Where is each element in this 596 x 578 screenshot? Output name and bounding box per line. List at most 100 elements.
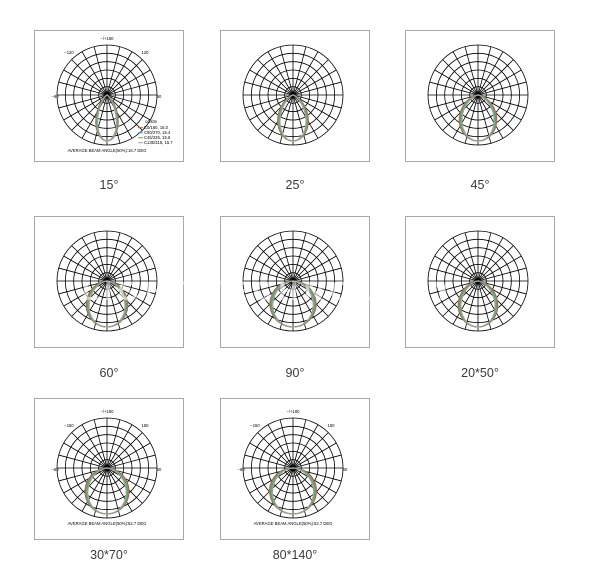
- grid-spoke: [279, 467, 294, 517]
- grid-spoke: [452, 94, 479, 139]
- grid-spoke: [477, 280, 492, 330]
- grid-spoke: [244, 454, 294, 469]
- grid-spoke: [244, 267, 294, 282]
- polar-frame: [34, 216, 184, 348]
- grid-spoke: [292, 59, 329, 96]
- grid-spoke: [257, 59, 294, 96]
- polar-grid: [56, 417, 158, 519]
- tick-label: 120: [142, 50, 150, 55]
- grid-spoke: [477, 245, 514, 282]
- polar-frame: −/+180 −150 150 −60 60 AVERAGE BEAM ANGLE(50%…: [34, 398, 184, 540]
- grid-spoke: [106, 94, 151, 121]
- grid-spoke: [477, 237, 504, 282]
- beam-curve-c135: [96, 94, 118, 142]
- grid-spoke: [106, 59, 143, 96]
- grid-spoke: [93, 467, 108, 517]
- grid-spoke: [93, 94, 108, 144]
- polar-grid: [242, 417, 344, 519]
- grid-spoke: [63, 280, 108, 307]
- grid-spoke: [292, 255, 337, 282]
- average-beam-angle-text: AVERAGE BEAM ANGLE(50%):15.7 DEG: [68, 148, 147, 153]
- polar-grid: [427, 230, 529, 332]
- grid-spoke: [249, 280, 294, 307]
- beam-curve-c135: [272, 280, 314, 328]
- tick-label-top: −/+180: [286, 409, 300, 414]
- grid-spoke: [244, 81, 294, 96]
- grid-spoke: [477, 69, 522, 96]
- polar-chart: [221, 31, 369, 161]
- grid-spoke: [81, 467, 108, 512]
- grid-spoke: [267, 424, 294, 469]
- grid-spoke: [292, 69, 337, 96]
- grid-spoke: [292, 237, 319, 282]
- grid-spoke: [267, 51, 294, 96]
- grid-spoke: [71, 245, 108, 282]
- grid-spoke: [429, 94, 479, 109]
- grid-spoke: [464, 46, 479, 96]
- grid-spoke: [442, 245, 479, 282]
- grid-spoke: [292, 94, 342, 109]
- grid-spoke: [292, 280, 337, 307]
- grid-spoke: [106, 432, 143, 469]
- beam-curve-c135: [87, 467, 127, 515]
- grid-spoke: [279, 46, 294, 96]
- grid-spoke: [477, 46, 492, 96]
- grid-spoke: [279, 232, 294, 282]
- legend-title: cd/klm: [145, 119, 158, 124]
- grid-spoke: [106, 94, 133, 139]
- polar-chart: [406, 31, 554, 161]
- grid-spoke: [429, 81, 479, 96]
- grid-spoke: [58, 81, 108, 96]
- polar-frame: −/+180 −150 150 −60 60 AVERAGE BEAM ANGLE(50%…: [220, 398, 370, 540]
- grid-spoke: [292, 454, 342, 469]
- grid-spoke: [477, 255, 522, 282]
- grid-spoke: [442, 59, 479, 96]
- polar-frame: [220, 216, 370, 348]
- grid-spoke: [477, 94, 527, 109]
- caption: 90°: [285, 366, 305, 380]
- tick-label: 60: [343, 467, 348, 472]
- tick-label: 60: [157, 467, 162, 472]
- grid-spoke: [249, 69, 294, 96]
- polar-grid: [242, 230, 344, 332]
- beam-curve-c135: [461, 94, 495, 142]
- tick-label-top: −/+180: [100, 36, 114, 41]
- grid-spoke: [267, 467, 294, 512]
- tick-label: 150: [328, 423, 336, 428]
- grid-spoke: [58, 94, 108, 109]
- beam-curve-c135: [279, 94, 307, 142]
- grid-spoke: [106, 94, 121, 144]
- polar-frame: −/+180 −120 120 −90 90 cd/klm C0/180, 15.0 C90/…: [34, 30, 184, 162]
- grid-spoke: [292, 46, 307, 96]
- beam-curve-c135: [88, 280, 126, 328]
- grid-spoke: [257, 432, 294, 469]
- grid-spoke: [106, 467, 133, 512]
- caption: 25°: [285, 178, 305, 192]
- grid-spoke: [106, 232, 121, 282]
- grid-spoke: [464, 280, 479, 330]
- grid-spoke: [292, 467, 307, 517]
- grid-spoke: [257, 467, 294, 504]
- legend-entry: C90/270, 15.4: [144, 130, 171, 135]
- grid-spoke: [292, 467, 319, 512]
- grid-spoke: [106, 51, 133, 96]
- grid-spoke: [106, 69, 151, 96]
- grid-spoke: [244, 94, 294, 109]
- grid-spoke: [292, 424, 319, 469]
- grid-spoke: [267, 237, 294, 282]
- tick-label: −90: [51, 94, 59, 99]
- grid-spoke: [106, 419, 121, 469]
- grid-spoke: [93, 419, 108, 469]
- grid-spoke: [292, 81, 342, 96]
- grid-spoke: [267, 280, 294, 325]
- caption: 80*140°: [272, 548, 318, 562]
- grid-spoke: [106, 454, 156, 469]
- grid-spoke: [434, 255, 479, 282]
- grid-spoke: [279, 419, 294, 469]
- legend-entry: C135/315, 15.7: [144, 140, 173, 145]
- beam-curve-c135: [271, 467, 315, 515]
- grid-spoke: [257, 245, 294, 282]
- legend-entry: C0/180, 15.0: [144, 125, 169, 130]
- grid-spoke: [93, 46, 108, 96]
